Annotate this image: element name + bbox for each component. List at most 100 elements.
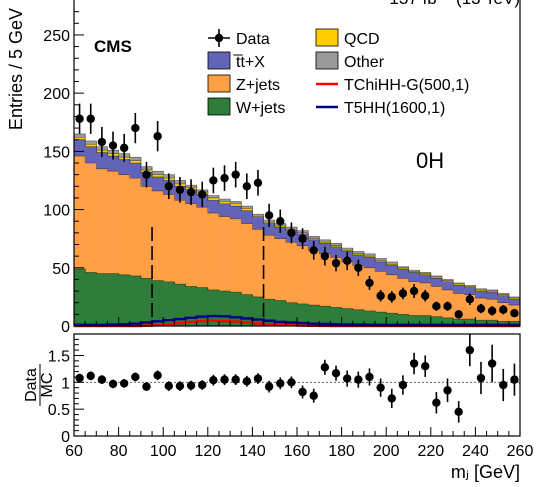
data-marker <box>253 178 263 187</box>
data-marker <box>276 217 285 226</box>
legend-entry-other: Other <box>315 51 385 71</box>
ratio-marker <box>164 381 173 391</box>
ratio-point <box>164 381 173 391</box>
ratio-marker <box>398 380 408 390</box>
ratio-point <box>220 374 229 385</box>
outline-w-jets <box>74 268 520 322</box>
luminosity-label: 137 fb⁻¹ (13 TeV) <box>389 0 520 8</box>
bar-w-jets-6 <box>140 278 153 326</box>
data-marker <box>387 292 396 302</box>
data-point <box>131 112 140 144</box>
data-marker <box>175 185 185 194</box>
legend-entry-w-jets: W+jets <box>207 97 285 117</box>
bar-w-jets-12 <box>207 289 220 326</box>
ratio-point <box>276 377 285 390</box>
data-marker <box>131 123 140 133</box>
bar-z-jets-6 <box>140 186 153 326</box>
ratio-point <box>443 378 452 403</box>
data-point <box>287 222 296 244</box>
data-marker <box>398 289 408 298</box>
ratio-marker <box>186 381 196 390</box>
main-x-ticks <box>73 317 521 326</box>
data-marker <box>309 246 318 255</box>
legend-label: t̅t+X <box>233 54 265 71</box>
ratio-marker <box>342 374 352 383</box>
legend-label: TChiHH-G(500,1) <box>344 77 469 94</box>
bar-w-jets-28 <box>386 313 398 326</box>
x-tick-label: 200 <box>373 443 400 460</box>
data-marker <box>142 170 151 179</box>
ratio-point <box>209 374 218 386</box>
bar-z-jets-11 <box>196 207 209 326</box>
experiment-label: CMS <box>94 37 132 56</box>
ratio-point <box>86 371 95 381</box>
ratio-point <box>108 379 118 389</box>
ratio-point <box>376 378 385 397</box>
bar-w-jets-15 <box>241 294 253 326</box>
ratio-point <box>242 375 252 387</box>
bar-w-jets-3 <box>107 273 120 326</box>
ratio-point <box>499 368 508 402</box>
data-point <box>119 133 129 162</box>
data-point <box>476 303 486 314</box>
bar-z-jets-18 <box>274 238 287 326</box>
data-point <box>164 173 173 200</box>
data-point <box>153 121 162 152</box>
ratio-point <box>398 375 408 395</box>
data-marker <box>153 132 162 141</box>
ratio-numerator-label: Data <box>23 368 40 402</box>
bar-z-jets-0 <box>74 156 86 326</box>
bar-z-jets-5 <box>129 178 142 326</box>
x-tick-label: 220 <box>417 443 444 460</box>
ratio-point <box>510 363 519 396</box>
legend-label: W+jets <box>236 100 285 117</box>
bar-z-jets-17 <box>263 235 276 326</box>
bar-w-jets-34 <box>453 319 465 326</box>
data-point <box>398 287 408 300</box>
data-point <box>354 259 363 276</box>
data-point <box>409 284 419 299</box>
ratio-y-tick-label: 1 <box>61 375 70 392</box>
data-marker <box>454 310 463 319</box>
data-point <box>432 301 441 311</box>
ratio-points <box>75 334 519 423</box>
bar-z-jets-10 <box>185 203 198 326</box>
ratio-marker <box>220 375 229 384</box>
data-point <box>510 308 519 318</box>
ratio-point <box>264 380 274 393</box>
bar-w-jets-27 <box>375 312 387 326</box>
data-point <box>421 289 430 302</box>
data-marker <box>331 258 341 268</box>
bar-z-jets-4 <box>118 174 131 326</box>
data-point <box>487 306 497 316</box>
data-point <box>108 131 118 160</box>
ratio-y-tick-label: 0 <box>61 429 70 446</box>
ratio-marker <box>510 375 519 384</box>
ratio-marker <box>365 372 374 382</box>
data-marker <box>432 302 441 311</box>
bar-w-jets-1 <box>85 272 97 326</box>
bar-z-jets-24 <box>341 261 354 326</box>
ratio-marker <box>97 375 107 384</box>
bar-w-jets-13 <box>218 291 231 326</box>
data-marker <box>354 263 363 272</box>
ratio-marker <box>465 345 475 355</box>
data-marker <box>209 176 218 185</box>
ratio-point <box>175 381 185 391</box>
bar-w-jets-24 <box>341 308 354 326</box>
bar-w-jets-26 <box>363 310 376 326</box>
ratio-plot-panel: 60 80 100 120 140 160 180 200 220 240 260 0 0.5 1 1.5 <box>48 333 533 460</box>
ratio-marker <box>175 381 185 391</box>
bar-z-jets-23 <box>330 257 343 326</box>
data-marker <box>510 308 519 318</box>
ratio-marker <box>242 377 252 386</box>
bar-z-jets-12 <box>207 213 220 326</box>
legend-label: Data <box>236 31 270 48</box>
bar-w-jets-31 <box>419 315 432 326</box>
bar-z-jets-22 <box>319 253 331 326</box>
data-marker <box>97 137 107 147</box>
bar-w-jets-14 <box>230 292 242 326</box>
data-point <box>387 291 396 303</box>
bar-w-jets-20 <box>297 303 309 326</box>
data-marker <box>499 305 508 314</box>
